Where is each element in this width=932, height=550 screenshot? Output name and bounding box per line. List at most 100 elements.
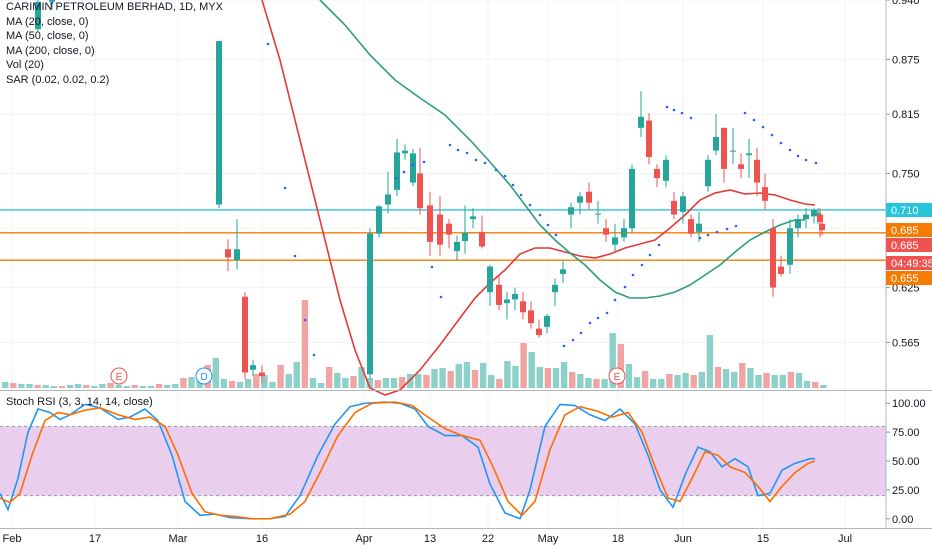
candle-body: [688, 219, 694, 234]
candle-body: [259, 372, 265, 377]
sar-dot: [715, 230, 719, 234]
stoch-k-line: [0, 401, 815, 520]
volume-bar: [569, 372, 576, 388]
volume-bar: [18, 384, 25, 388]
candle-body: [410, 153, 416, 183]
sar-dot: [665, 105, 669, 109]
candle-body: [560, 269, 566, 274]
candle-body: [638, 116, 644, 128]
legend-ma20[interactable]: MA (20, close, 0): [6, 15, 89, 28]
volume-bar: [544, 368, 552, 388]
volume-bar: [528, 352, 535, 388]
volume-bar: [463, 362, 471, 388]
sar-dot: [752, 118, 756, 122]
sar-dot: [734, 224, 738, 228]
volume-bar: [253, 374, 260, 388]
candle-body: [680, 196, 686, 212]
rsi-tick-label: 75.00: [892, 427, 920, 439]
candle-body: [552, 284, 558, 293]
sar-dot: [519, 193, 523, 197]
sar-dot: [448, 143, 452, 147]
candle-body: [462, 232, 468, 242]
volume-bar: [407, 374, 414, 388]
volume-bar: [795, 373, 803, 388]
sar-dot: [511, 183, 515, 187]
event-marker[interactable]: [110, 367, 128, 385]
stoch-rsi-title[interactable]: Stoch RSI (3, 3, 14, 14, close): [6, 396, 153, 408]
candle-body: [234, 249, 240, 261]
legend-ma200[interactable]: MA (200, close, 0): [6, 44, 95, 57]
volume-bar: [293, 362, 300, 388]
chart-title[interactable]: CARIMIN PETROLEUM BERHAD, 1D, MYX: [6, 1, 223, 13]
sar-dot: [411, 163, 415, 167]
sar-dot: [672, 108, 676, 112]
candle-body: [376, 206, 382, 234]
volume-bar: [334, 373, 341, 388]
event-marker[interactable]: [608, 367, 626, 385]
sar-dot: [796, 154, 800, 158]
candle-body: [803, 214, 809, 220]
volume-bar: [382, 378, 390, 388]
candle-body: [504, 299, 510, 304]
volume-bar: [277, 365, 284, 388]
parabolic-sar: [36, 1, 818, 357]
legend-sar[interactable]: SAR (0.02, 0.02, 0.2): [6, 73, 110, 86]
event-marker-label: D: [200, 372, 207, 383]
candle-body: [770, 228, 776, 288]
sar-dot: [494, 168, 498, 172]
candle-body: [225, 249, 231, 258]
volume-bar: [617, 344, 624, 388]
x-tick-label: 15: [757, 533, 769, 545]
volume-bar: [309, 378, 317, 388]
volume-bar: [74, 384, 82, 388]
event-marker[interactable]: [195, 367, 213, 385]
volume-bar: [739, 363, 746, 388]
volume-bar: [326, 367, 333, 388]
volume-bar: [447, 371, 454, 388]
candle-body: [612, 237, 618, 245]
volume-bar: [536, 367, 543, 388]
volume-bar: [423, 375, 430, 388]
price-label-text: 04:49:35: [891, 258, 932, 270]
candle-body: [487, 266, 493, 293]
sar-dot: [605, 311, 609, 315]
x-tick-label: 22: [482, 533, 494, 545]
candle-body: [646, 120, 652, 158]
volume-bar: [779, 375, 786, 388]
volume-bar: [342, 378, 349, 388]
legend-ma50[interactable]: MA (50, close, 0): [6, 30, 89, 43]
sar-dot: [571, 338, 575, 342]
volume-bar: [577, 374, 584, 388]
price-label-box: [886, 223, 932, 237]
volume-bar: [317, 383, 325, 388]
x-tick-label: Jul: [838, 533, 852, 545]
volume-bar: [350, 376, 357, 388]
candle-body: [586, 191, 592, 203]
candle-body: [721, 127, 727, 169]
volume-bar: [390, 378, 398, 388]
y-tick-label: 0.565: [892, 337, 920, 349]
x-tick-label: Jun: [674, 533, 692, 545]
volume-bar: [2, 382, 9, 388]
sar-dot: [596, 316, 600, 320]
candle-body: [520, 301, 526, 313]
sar-dot: [538, 213, 542, 217]
volume-bar: [731, 372, 738, 388]
volume-bar: [512, 366, 519, 388]
legend-volume[interactable]: Vol (20): [6, 59, 44, 72]
sar-dot: [814, 161, 818, 165]
candle-body: [730, 150, 736, 152]
sar-dot: [439, 295, 443, 299]
price-label-text: 0.685: [891, 240, 919, 252]
volume-bar: [439, 368, 446, 388]
volume-bar: [66, 385, 74, 388]
rsi-tick-label: 25.00: [892, 485, 920, 497]
candle-body: [512, 293, 518, 300]
volume-bars: [2, 300, 827, 388]
volume-bar: [212, 358, 219, 388]
volume-bar: [358, 367, 365, 388]
sar-dot: [779, 141, 783, 145]
volume-bar: [366, 378, 373, 388]
